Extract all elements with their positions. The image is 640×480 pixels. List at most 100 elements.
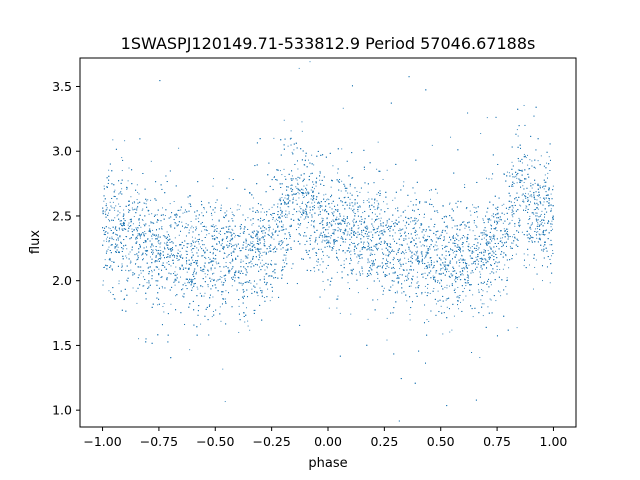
data-point <box>522 199 524 201</box>
data-point <box>391 220 393 222</box>
data-point <box>448 270 450 272</box>
data-point <box>432 206 434 208</box>
data-point <box>457 295 459 297</box>
data-point <box>133 201 135 203</box>
data-point <box>274 263 276 265</box>
data-point <box>366 228 368 230</box>
data-point <box>337 172 339 174</box>
data-point <box>232 251 234 253</box>
data-point <box>401 292 403 294</box>
data-point <box>408 237 410 239</box>
data-point <box>542 280 544 282</box>
data-point <box>205 247 207 249</box>
data-point <box>378 203 380 205</box>
data-point <box>247 217 249 219</box>
data-point <box>289 234 291 236</box>
data-point <box>119 220 121 222</box>
data-point <box>359 273 361 275</box>
data-point <box>359 205 361 207</box>
data-point <box>372 225 374 227</box>
data-point <box>245 273 247 275</box>
data-point <box>373 229 375 231</box>
data-point <box>214 234 216 236</box>
data-point <box>315 238 317 240</box>
data-point <box>169 203 171 205</box>
data-point <box>352 177 354 179</box>
data-point <box>393 256 395 258</box>
data-point <box>366 287 368 289</box>
data-point <box>377 247 379 249</box>
data-point <box>372 261 374 263</box>
data-point <box>508 267 510 269</box>
data-point <box>414 192 416 194</box>
data-point <box>349 185 351 187</box>
data-point <box>393 257 395 259</box>
data-point <box>115 227 117 229</box>
data-point <box>354 204 356 206</box>
data-point <box>162 235 164 237</box>
data-point <box>106 236 108 238</box>
data-point <box>150 199 152 201</box>
data-point <box>412 220 414 222</box>
data-point <box>423 216 425 218</box>
data-point <box>285 257 287 259</box>
data-point <box>218 220 220 222</box>
data-point <box>523 153 525 155</box>
data-point <box>136 184 138 186</box>
data-point <box>204 229 206 231</box>
data-point <box>319 179 321 181</box>
data-point <box>271 237 273 239</box>
data-point <box>133 273 135 275</box>
data-point <box>119 223 121 225</box>
data-point <box>517 135 519 137</box>
data-point <box>194 237 196 239</box>
data-point <box>159 246 161 248</box>
data-point <box>297 168 299 170</box>
data-point <box>202 286 204 288</box>
data-point <box>361 221 363 223</box>
data-point <box>289 225 291 227</box>
data-point <box>241 247 243 249</box>
data-point <box>332 229 334 231</box>
data-point <box>426 245 428 247</box>
data-point <box>380 217 382 219</box>
data-point <box>126 188 128 190</box>
data-point <box>337 227 339 229</box>
data-point <box>232 260 234 262</box>
data-point <box>168 256 170 258</box>
data-point <box>468 264 470 266</box>
data-point <box>476 238 478 240</box>
data-point <box>449 331 451 333</box>
data-point <box>492 250 494 252</box>
data-point <box>210 269 212 271</box>
data-point <box>527 254 529 256</box>
data-point <box>544 234 546 236</box>
data-point <box>185 223 187 225</box>
data-point <box>266 282 268 284</box>
data-point <box>222 284 224 286</box>
data-point <box>507 236 509 238</box>
data-point <box>126 279 128 281</box>
data-point <box>226 210 228 212</box>
data-point <box>289 237 291 239</box>
data-point <box>314 201 316 203</box>
data-point <box>147 199 149 201</box>
data-point <box>149 256 151 258</box>
data-point <box>546 211 548 213</box>
data-point <box>527 173 529 175</box>
data-point <box>262 232 264 234</box>
data-point <box>339 312 341 314</box>
data-point <box>303 218 305 220</box>
data-point <box>470 247 472 249</box>
data-point <box>550 193 552 195</box>
data-point <box>424 291 426 293</box>
data-point <box>211 246 213 248</box>
data-point <box>163 242 165 244</box>
data-point <box>108 169 110 171</box>
data-point <box>275 230 277 232</box>
data-point <box>318 208 320 210</box>
data-point <box>296 179 298 181</box>
data-point <box>415 287 417 289</box>
data-point <box>116 215 118 217</box>
data-point <box>151 244 153 246</box>
